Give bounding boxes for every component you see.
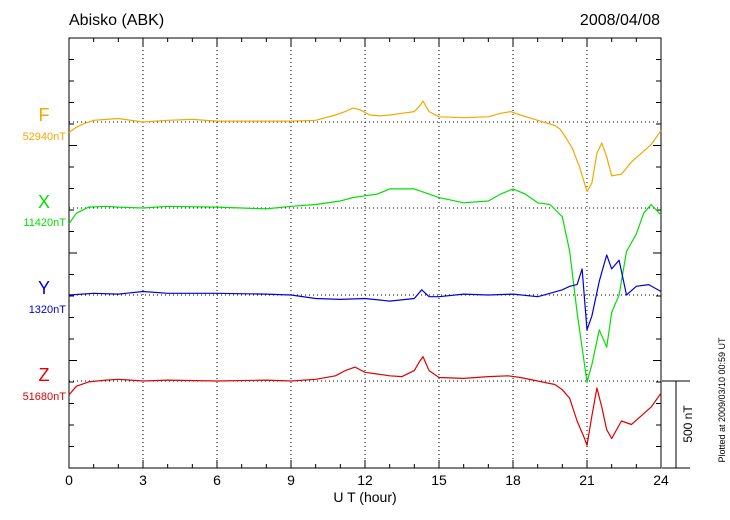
- series-line-x: [68, 188, 662, 383]
- x-tick-label: 21: [579, 472, 595, 488]
- series-labels: F 52940nT X 11420nT Y 1320nT Z 51680nT: [23, 105, 67, 403]
- series-baseline-z: 51680nT: [23, 391, 67, 403]
- x-tick-label: 15: [431, 472, 447, 488]
- scale-bar-label: 500 nT: [681, 405, 695, 443]
- x-tick-label: 3: [139, 472, 147, 488]
- x-tick-label: 24: [653, 472, 669, 488]
- x-tick-label: 6: [213, 472, 221, 488]
- plotted-note: Plotted at 2009/03/10 00:59 UT: [717, 337, 727, 463]
- series-line-y: [68, 254, 662, 331]
- x-tick-label: 9: [287, 472, 295, 488]
- x-tick-label: 18: [505, 472, 521, 488]
- series-lines: [68, 100, 662, 446]
- x-axis-label: U T (hour): [333, 489, 396, 505]
- series-name-y: Y: [38, 278, 50, 298]
- series-name-f: F: [39, 105, 50, 125]
- x-tick-labels: 0 3 6 9 12 15 18 21 24: [65, 472, 669, 488]
- axis-ticks: [68, 38, 662, 468]
- series-baseline-f: 52940nT: [23, 131, 67, 143]
- series-line-z: [68, 356, 662, 446]
- x-tick-label: 0: [65, 472, 73, 488]
- grid-lines: [69, 38, 661, 468]
- series-name-z: Z: [39, 365, 50, 385]
- x-tick-label: 12: [357, 472, 373, 488]
- series-line-f: [68, 100, 662, 193]
- chart-title: Abisko (ABK): [69, 12, 164, 29]
- series-name-x: X: [38, 192, 50, 212]
- series-baseline-x: 11420nT: [23, 217, 66, 229]
- chart-date: 2008/04/08: [580, 12, 660, 29]
- scale-bar: 500 nT: [662, 380, 695, 469]
- series-baseline-y: 1320nT: [29, 304, 67, 316]
